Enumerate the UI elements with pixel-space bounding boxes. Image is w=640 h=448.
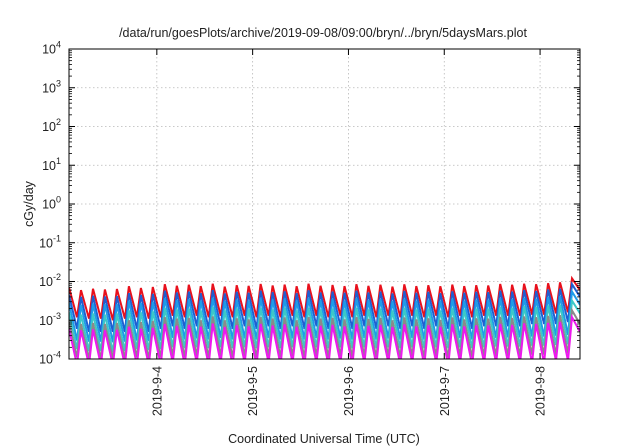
- y-tick-label: 103: [42, 78, 61, 95]
- x-tick-label: 2019-9-5: [246, 366, 260, 416]
- series-line-3: [69, 288, 580, 343]
- y-tick-label: 10-3: [39, 311, 61, 328]
- y-tick-label: 10-4: [39, 350, 61, 367]
- y-axis: 10-4 10-3 10-2 10-1 100 101 102 103 104: [39, 40, 580, 367]
- y-tick-label: 10-2: [39, 272, 61, 289]
- series-line-1: [69, 275, 580, 321]
- y-tick-label: 10-1: [39, 233, 61, 250]
- series-line-4: [69, 297, 580, 353]
- x-axis-label: Coordinated Universal Time (UTC): [228, 432, 420, 446]
- y-tick-label: 100: [42, 195, 61, 212]
- y-tick-label: 104: [42, 40, 61, 57]
- x-axis: 2019-9-4 2019-9-5 2019-9-6 2019-9-7 2019-9-8: [150, 49, 548, 416]
- x-tick-label: 2019-9-6: [342, 366, 356, 416]
- y-tick-label: 102: [42, 117, 61, 134]
- y-tick-label: 101: [42, 156, 61, 173]
- series-line-2: [69, 281, 580, 333]
- chart-title: /data/run/goesPlots/archive/2019-09-08/0…: [119, 26, 527, 40]
- y-axis-label: cGy/day: [22, 180, 36, 227]
- series-layer: [69, 275, 580, 359]
- x-tick-label: 2019-9-8: [534, 366, 548, 416]
- x-tick-label: 2019-9-7: [438, 366, 452, 416]
- x-tick-label: 2019-9-4: [150, 366, 164, 416]
- series-line-5: [69, 307, 580, 359]
- series-line-6: [69, 313, 580, 359]
